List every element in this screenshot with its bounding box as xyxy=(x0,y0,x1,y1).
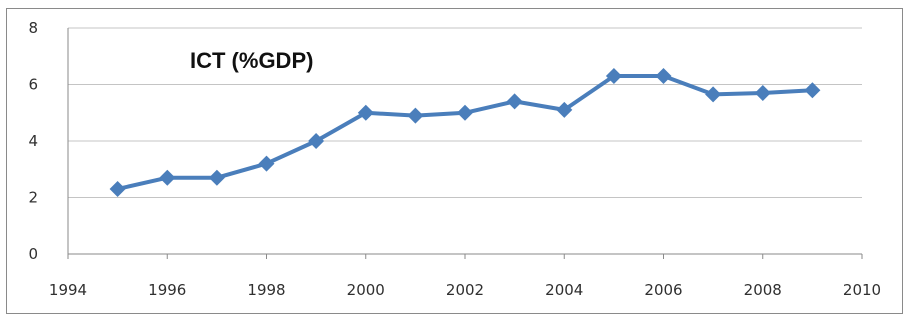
data-point-1997 xyxy=(208,169,225,186)
x-tick-label: 1998 xyxy=(247,281,285,299)
x-tick-label: 2004 xyxy=(545,281,583,299)
x-tick-label: 2002 xyxy=(446,281,484,299)
y-tick-label: 6 xyxy=(28,76,38,94)
chart-title: ICT (%GDP) xyxy=(190,48,313,73)
y-tick-label: 8 xyxy=(28,19,38,37)
data-point-2004 xyxy=(556,101,573,118)
data-point-2000 xyxy=(357,104,374,121)
data-point-2003 xyxy=(506,93,523,110)
x-tick-label: 2006 xyxy=(644,281,682,299)
series-ict xyxy=(109,68,821,197)
x-tick-label: 1994 xyxy=(49,281,87,299)
chart-frame xyxy=(6,8,903,314)
y-tick-label: 4 xyxy=(28,132,38,150)
data-point-2002 xyxy=(457,104,473,121)
tick-labels: 0 2 4 6 8 1994 1996 1998 2000 2002 2004 2006 2008 201… xyxy=(28,19,881,299)
x-tick-label: 2000 xyxy=(347,281,385,299)
data-point-1996 xyxy=(159,169,176,186)
data-point-1998 xyxy=(258,155,275,172)
data-point-2001 xyxy=(407,107,424,124)
x-tick-label: 2008 xyxy=(744,281,782,299)
data-point-2009 xyxy=(804,82,821,99)
y-tick-label: 0 xyxy=(28,245,38,263)
gridlines xyxy=(68,27,862,198)
data-point-2007 xyxy=(705,86,722,103)
data-point-2008 xyxy=(754,85,771,101)
data-point-2006 xyxy=(655,68,672,84)
data-point-1999 xyxy=(308,133,325,149)
x-tick-label: 1996 xyxy=(148,281,186,299)
data-point-2005 xyxy=(605,68,622,84)
y-tick-label: 2 xyxy=(28,189,38,207)
data-point-1995 xyxy=(109,181,126,197)
x-tick-label: 2010 xyxy=(843,281,881,299)
axes xyxy=(67,28,863,259)
